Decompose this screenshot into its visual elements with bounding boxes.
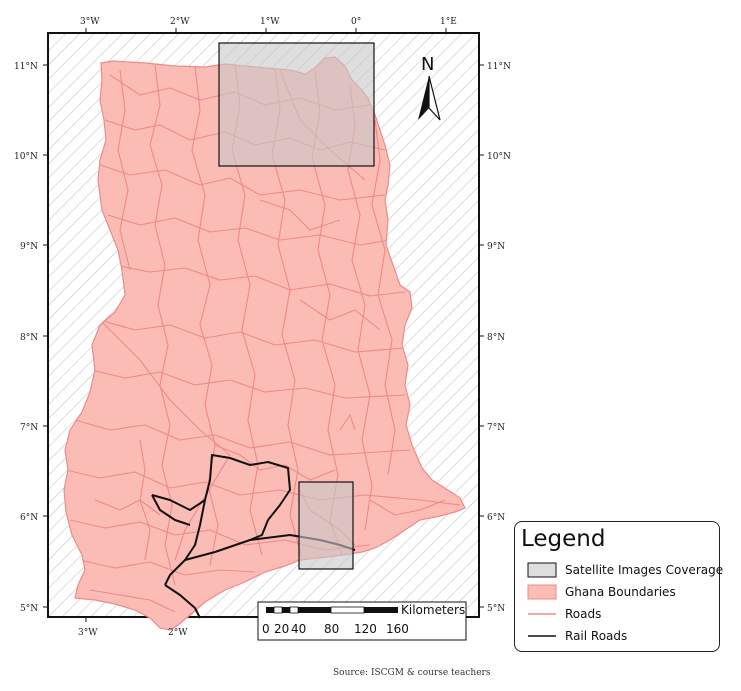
lat-label-left-11n: 11°N xyxy=(14,62,38,72)
lat-label-right-7n: 7°N xyxy=(487,423,505,433)
source-note: Source: ISCGM & course teachers xyxy=(333,668,491,678)
lat-label-left-10n: 10°N xyxy=(14,152,38,162)
lat-label-left-5n: 5°N xyxy=(20,604,38,614)
scale-label-120: 120 xyxy=(354,622,377,636)
legend-label-ghana: Ghana Boundaries xyxy=(565,585,676,599)
lon-label-bottom-2w: 2°W xyxy=(168,628,188,638)
legend-label-coverage: Satellite Images Coverage xyxy=(565,563,724,577)
legend-box: Legend Satellite Images Coverage Ghana B… xyxy=(514,521,724,652)
north-label: N xyxy=(421,54,434,75)
boundary-swatch-icon xyxy=(527,584,557,600)
coverage-swatch-icon xyxy=(527,562,557,578)
lon-label-top-2w: 2°W xyxy=(170,17,190,27)
road-line-icon xyxy=(528,613,556,615)
scale-unit-label: Kilometers xyxy=(401,603,465,617)
lat-label-right-9n: 9°N xyxy=(487,242,505,252)
rail-line-icon xyxy=(528,635,556,637)
legend-label-rail: Rail Roads xyxy=(565,629,628,643)
north-arrow-icon: N xyxy=(418,54,441,121)
lon-label-top-1e: 1°E xyxy=(440,17,457,27)
lat-label-left-8n: 8°N xyxy=(20,333,38,343)
scale-label-160: 160 xyxy=(386,622,409,636)
scale-label-40: 40 xyxy=(291,622,306,636)
coverage-box-south xyxy=(298,481,354,570)
lon-label-top-0: 0° xyxy=(351,17,361,27)
scale-label-80: 80 xyxy=(324,622,339,636)
lat-label-right-11n: 11°N xyxy=(487,62,511,72)
lat-label-right-6n: 6°N xyxy=(487,513,505,523)
lat-label-left-6n: 6°N xyxy=(20,513,38,523)
lon-label-top-1w: 1°W xyxy=(260,17,280,27)
lon-label-bottom-3w: 3°W xyxy=(78,628,98,638)
lat-label-left-7n: 7°N xyxy=(20,423,38,433)
legend-title: Legend xyxy=(521,526,606,552)
scale-label-20: 20 xyxy=(274,622,289,636)
lat-label-right-5n: 5°N xyxy=(487,604,505,614)
lat-label-left-9n: 9°N xyxy=(20,242,38,252)
legend-label-roads: Roads xyxy=(565,607,602,621)
lat-label-right-8n: 8°N xyxy=(487,333,505,343)
coverage-box-north xyxy=(218,42,375,167)
lat-label-right-10n: 10°N xyxy=(487,152,511,162)
scale-label-0: 0 xyxy=(262,622,270,636)
scale-bar: Kilometers 0 20 40 80 120 160 xyxy=(257,601,467,641)
lon-label-top-3w: 3°W xyxy=(80,17,100,27)
